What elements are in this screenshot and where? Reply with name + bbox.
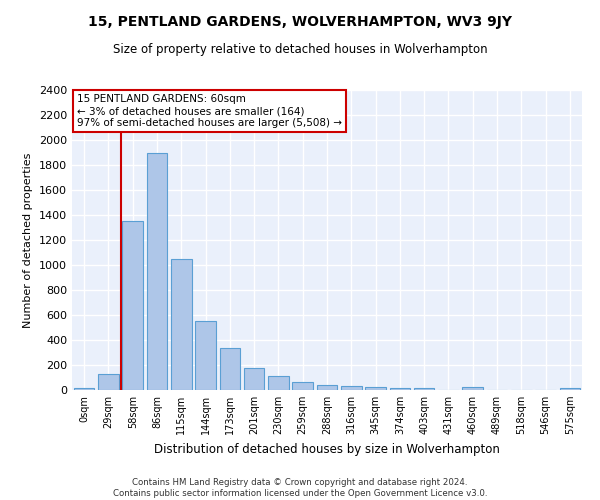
Bar [463, 387, 483, 390]
Bar [341, 386, 362, 390]
Bar [195, 322, 216, 390]
Bar [171, 259, 191, 390]
Bar [122, 221, 143, 390]
Bar [268, 376, 289, 390]
Bar [292, 382, 313, 390]
Text: 15, PENTLAND GARDENS, WOLVERHAMPTON, WV3 9JY: 15, PENTLAND GARDENS, WOLVERHAMPTON, WV3… [88, 15, 512, 29]
Bar [317, 385, 337, 390]
Bar [74, 388, 94, 390]
Bar [244, 368, 265, 390]
Text: 15 PENTLAND GARDENS: 60sqm
← 3% of detached houses are smaller (164)
97% of semi: 15 PENTLAND GARDENS: 60sqm ← 3% of detac… [77, 94, 342, 128]
Bar [560, 388, 580, 390]
Bar [146, 152, 167, 390]
Text: Size of property relative to detached houses in Wolverhampton: Size of property relative to detached ho… [113, 42, 487, 56]
Y-axis label: Number of detached properties: Number of detached properties [23, 152, 34, 328]
Bar [389, 388, 410, 390]
Bar [98, 374, 119, 390]
Bar [414, 388, 434, 390]
Text: Contains HM Land Registry data © Crown copyright and database right 2024.
Contai: Contains HM Land Registry data © Crown c… [113, 478, 487, 498]
Bar [220, 348, 240, 390]
X-axis label: Distribution of detached houses by size in Wolverhampton: Distribution of detached houses by size … [154, 442, 500, 456]
Bar [365, 386, 386, 390]
